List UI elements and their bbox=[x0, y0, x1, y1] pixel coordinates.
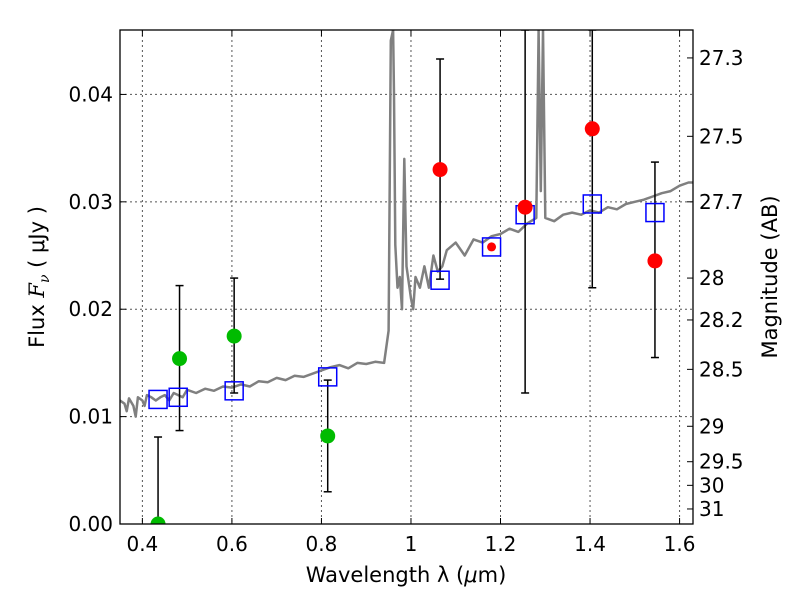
grid-lines bbox=[120, 30, 693, 524]
y-tick-label: 0.01 bbox=[68, 405, 113, 429]
magnitude-tick-label: 27.5 bbox=[699, 124, 744, 148]
optical-flux-point bbox=[320, 428, 336, 444]
model-square-point bbox=[224, 381, 244, 401]
x-tick-label: 1.4 bbox=[574, 532, 606, 556]
template-spectrum-line bbox=[120, 30, 693, 418]
magnitude-tick-label: 28.2 bbox=[699, 308, 744, 332]
model-square-point bbox=[317, 367, 338, 387]
plot-area bbox=[120, 30, 693, 524]
model-square-point bbox=[582, 194, 603, 214]
y-tick-label: 0.00 bbox=[68, 512, 113, 536]
model-square-point bbox=[168, 387, 188, 408]
x-tick-label: 0.6 bbox=[216, 532, 248, 556]
x-tick-label: 1.6 bbox=[664, 532, 696, 556]
x-tick-label: 1.2 bbox=[485, 532, 517, 556]
model-square-point bbox=[645, 202, 665, 223]
plot-frame bbox=[119, 29, 694, 525]
magnitude-tick-label: 31 bbox=[699, 497, 724, 521]
nir-flux-point bbox=[584, 121, 600, 137]
magnitude-tick-label: 28.5 bbox=[699, 357, 744, 381]
x-tick-label: 1 bbox=[405, 532, 418, 556]
nir-flux-point bbox=[432, 162, 448, 178]
x-tick-label: 0.8 bbox=[306, 532, 338, 556]
model-square-point bbox=[430, 270, 450, 290]
magnitude-tick-label: 29 bbox=[699, 414, 724, 438]
y-tick-label: 0.03 bbox=[68, 190, 113, 214]
nir-flux-point bbox=[517, 199, 533, 215]
nir-flux-point bbox=[487, 242, 497, 252]
x-tick-label: 0.4 bbox=[126, 532, 158, 556]
axis-ticks: 0.4 0.6 0.8 1 1.2 1.4 1.6 0.00 0.01 0.02 0.03 0.04 2… bbox=[68, 30, 744, 556]
magnitude-tick-label: 27.7 bbox=[699, 190, 744, 214]
optical-flux-point bbox=[172, 351, 188, 367]
y-tick-label: 0.02 bbox=[68, 297, 113, 321]
y-axis-label: Flux Fν ( μJy ) bbox=[25, 206, 53, 348]
optical-flux-point bbox=[150, 516, 166, 524]
optical-flux-point bbox=[226, 328, 242, 344]
nir-flux-point bbox=[647, 253, 663, 269]
model-square-point bbox=[481, 237, 502, 257]
model-square-point bbox=[148, 389, 168, 410]
y-tick-label: 0.04 bbox=[68, 82, 113, 106]
magnitude-tick-label: 29.5 bbox=[699, 450, 744, 474]
right-axis-label: Magnitude (AB) bbox=[758, 195, 782, 358]
magnitude-tick-label: 30 bbox=[699, 473, 724, 497]
magnitude-tick-label: 27.3 bbox=[699, 46, 744, 70]
magnitude-tick-label: 28 bbox=[699, 266, 724, 290]
x-axis-label: Wavelength λ (μm) bbox=[306, 563, 507, 587]
